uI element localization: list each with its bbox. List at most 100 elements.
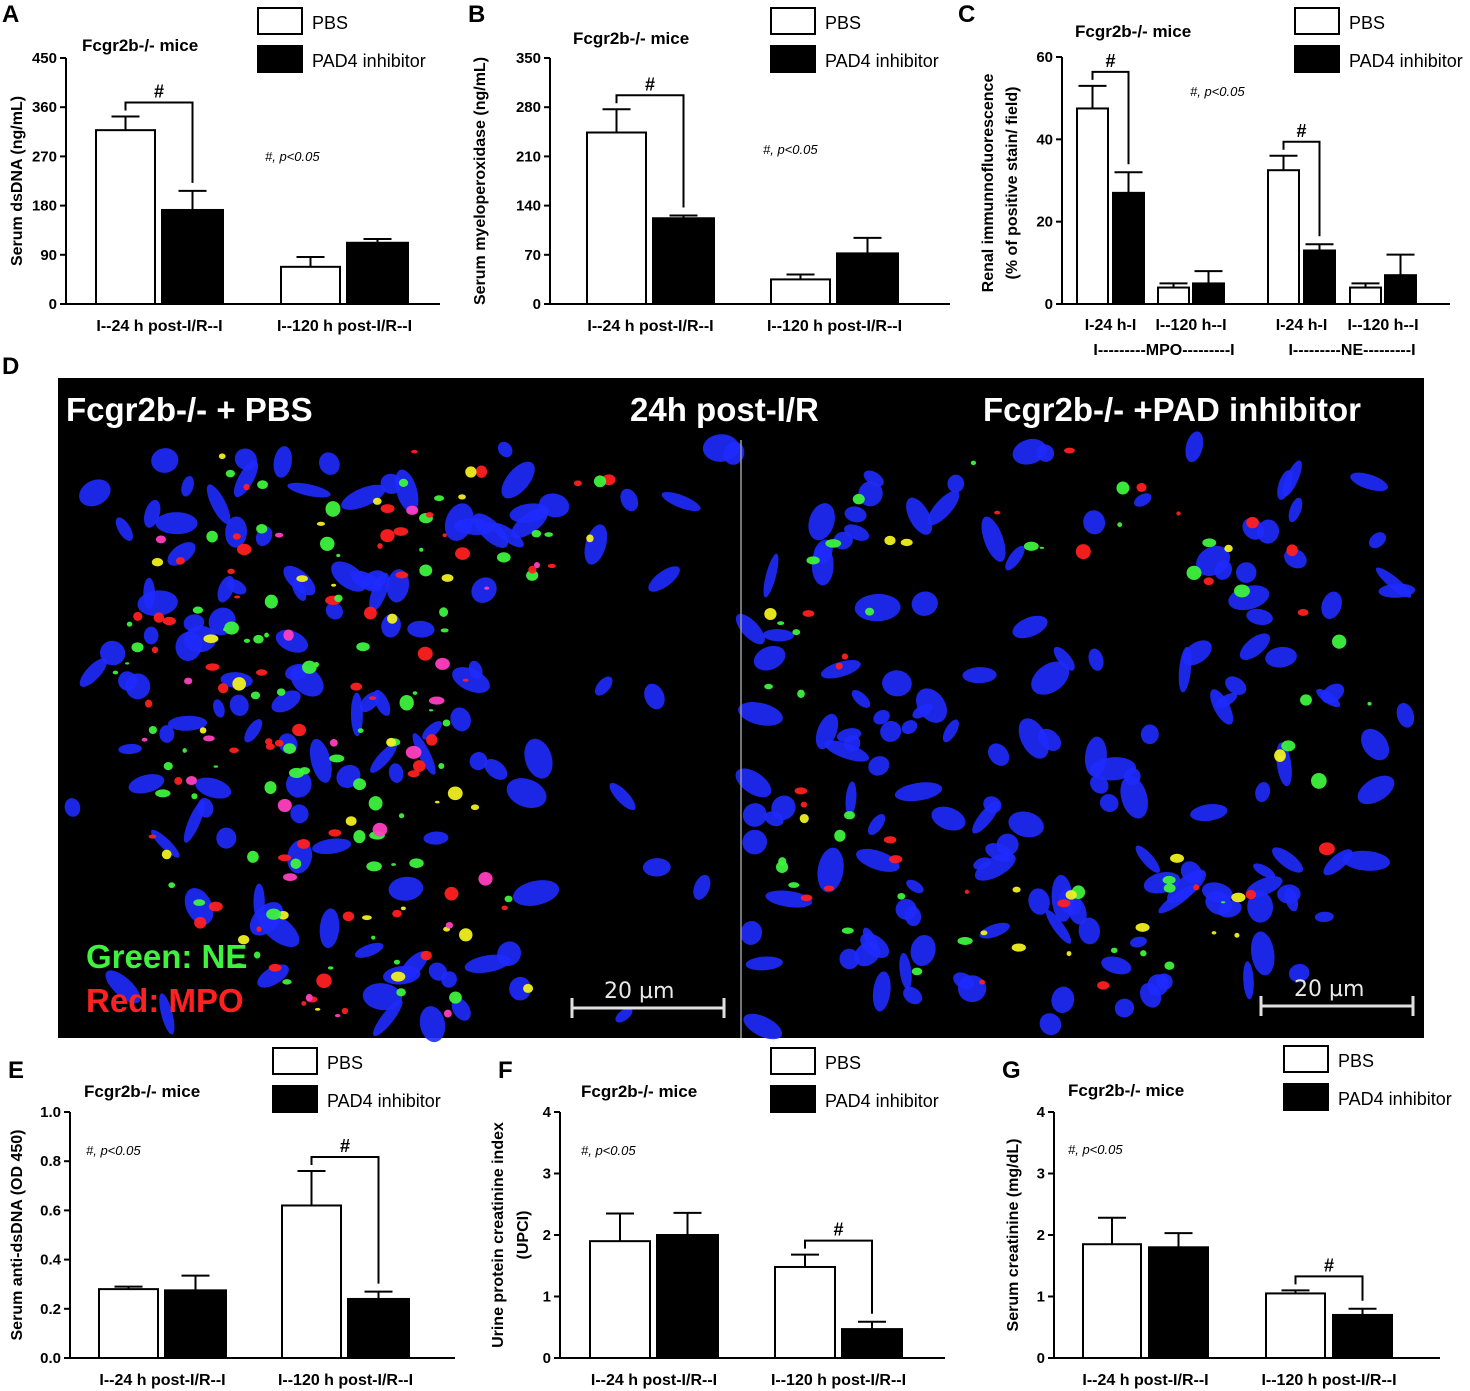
nucleus-blob xyxy=(845,781,857,817)
stain-speck xyxy=(434,495,445,502)
significance-bracket xyxy=(804,1239,873,1314)
nucleus-blob xyxy=(509,976,532,1001)
significance-bracket xyxy=(310,1156,380,1284)
nucleus-blob xyxy=(167,542,196,566)
nucleus-blob xyxy=(195,777,232,799)
stain-speck xyxy=(964,889,970,894)
x-tick-label: I-24 h-I xyxy=(1085,317,1137,334)
nucleus-blob xyxy=(1288,497,1303,523)
stain-speck xyxy=(496,552,511,563)
stain-speck xyxy=(852,493,865,505)
stain-speck xyxy=(232,677,247,691)
scale-bar-right-label: 20 µm xyxy=(1294,977,1364,1002)
nucleus-blob xyxy=(287,482,331,498)
nucleus-blob xyxy=(1078,917,1100,945)
nucleus-blob xyxy=(380,473,402,495)
y-axis-label-line1: Urine protein creatinine index xyxy=(490,1122,507,1348)
nucleus-blob xyxy=(880,720,902,742)
nucleus-blob xyxy=(1101,956,1132,975)
stain-speck xyxy=(1331,634,1347,649)
bar-pbs xyxy=(98,1288,159,1359)
nucleus-blob xyxy=(983,796,1002,814)
x-tick-label: I--120 h--I xyxy=(1155,317,1226,334)
nucleus-blob xyxy=(910,934,936,966)
legend-swatch-pad4 xyxy=(770,1085,816,1113)
stain-speck xyxy=(865,607,875,616)
stain-speck xyxy=(792,629,801,636)
bar-pad4-inhibitor xyxy=(1112,191,1145,306)
bar-pbs xyxy=(586,131,647,305)
y-tick-label: 0.6 xyxy=(40,1202,61,1219)
nucleus-blob xyxy=(839,948,860,970)
stain-speck xyxy=(435,657,450,670)
stain-speck xyxy=(283,743,297,754)
stain-speck xyxy=(390,971,406,982)
y-tick-label: 360 xyxy=(32,99,57,116)
significance-note: #, p<0.05 xyxy=(763,142,818,157)
y-tick-label: 210 xyxy=(516,148,541,165)
stain-speck xyxy=(979,979,985,985)
micrograph-legend-red: Red: MPO xyxy=(86,982,244,1019)
nucleus-blob xyxy=(911,591,938,616)
stain-speck xyxy=(1224,544,1233,553)
stain-speck xyxy=(586,534,594,543)
legend-label-pad4: PAD4 inhibitor xyxy=(1338,1089,1452,1109)
stain-speck xyxy=(250,691,261,700)
stain-speck xyxy=(417,646,433,661)
stain-speck xyxy=(277,798,292,812)
significance-note: #, p<0.05 xyxy=(581,1143,636,1158)
bar-pbs xyxy=(774,1265,836,1359)
panel-letter-g: G xyxy=(1002,1057,1021,1084)
stain-speck xyxy=(526,570,539,581)
nucleus-blob xyxy=(1214,560,1233,580)
nucleus-blob xyxy=(464,954,511,974)
stain-speck xyxy=(1286,544,1298,557)
stain-speck xyxy=(442,719,451,727)
stain-speck xyxy=(405,745,422,759)
stain-speck xyxy=(234,963,244,969)
stain-speck xyxy=(199,727,207,734)
stain-speck xyxy=(1164,961,1175,970)
y-axis-label: Serum dsDNA (ng/mL) xyxy=(9,96,26,266)
x-tick-label: I--24 h post-I/R--I xyxy=(587,318,713,335)
y-tick-label: 70 xyxy=(524,247,541,264)
stain-speck xyxy=(465,466,477,478)
stain-speck xyxy=(470,804,480,811)
x-tick-label: I--120 h post-I/R--I xyxy=(1261,1372,1396,1389)
chart-a: Fcgr2b-/- mice Serum dsDNA (ng/mL) 0 90 180 2… xyxy=(9,7,440,335)
nucleus-blob xyxy=(290,804,309,824)
stain-speck xyxy=(1163,883,1176,893)
chart-title: Fcgr2b-/- mice xyxy=(1068,1081,1184,1100)
stain-speck xyxy=(329,754,345,763)
stain-speck xyxy=(420,950,432,961)
nucleus-blob xyxy=(1378,583,1416,598)
significance-bracket xyxy=(615,94,685,208)
stain-speck xyxy=(268,963,282,972)
stain-speck xyxy=(163,762,173,771)
bar-pbs xyxy=(589,1240,651,1360)
chart-b: Fcgr2b-/- mice Serum myeloperoxidase (ng/… xyxy=(472,7,950,335)
nucleus-blob xyxy=(1239,633,1271,660)
stain-speck xyxy=(327,966,334,970)
nucleus-blob xyxy=(362,983,403,1011)
nucleus-blob xyxy=(854,594,901,622)
stain-speck xyxy=(462,678,469,682)
stain-speck xyxy=(897,892,906,900)
stain-speck xyxy=(1281,740,1296,752)
significance-note: #, p<0.05 xyxy=(1190,84,1245,99)
y-tick-label: 0.8 xyxy=(40,1153,61,1170)
stain-speck xyxy=(296,575,308,583)
nucleus-blob xyxy=(844,506,867,523)
stain-speck xyxy=(237,543,252,556)
stain-speck xyxy=(407,770,420,778)
nucleus-blob xyxy=(735,768,772,798)
nucleus-blob xyxy=(184,625,217,653)
stain-speck xyxy=(843,811,856,820)
stain-speck xyxy=(161,849,172,860)
stain-speck xyxy=(393,527,409,536)
nucleus-blob xyxy=(319,452,340,475)
stain-speck xyxy=(501,905,508,911)
stain-speck xyxy=(141,737,148,742)
chart-title: Fcgr2b-/- mice xyxy=(82,36,198,55)
nucleus-blob xyxy=(740,920,763,945)
